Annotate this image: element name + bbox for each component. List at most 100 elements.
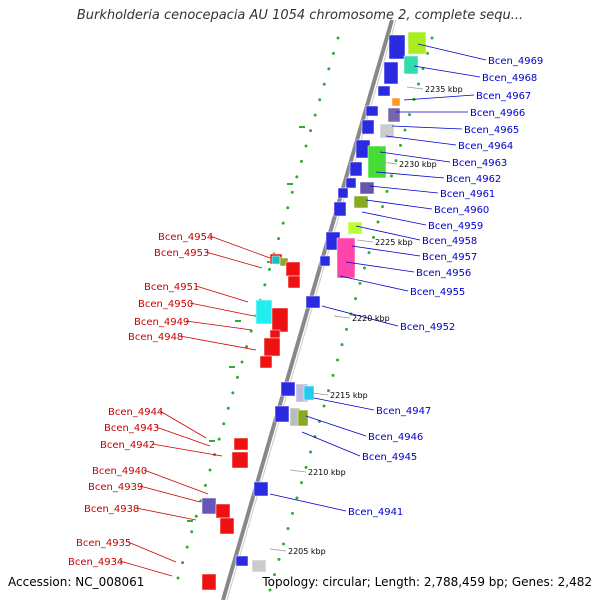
tick-dot-inner	[240, 360, 244, 364]
kbp-label: 2235 kbp	[425, 85, 463, 94]
gene-label-forward: Bcen_4957	[422, 252, 477, 263]
tick-dot-outer	[273, 573, 276, 577]
gene-label-reverse: Bcen_4939	[88, 482, 143, 493]
tick-dot-inner	[199, 499, 203, 503]
tick-dot-inner	[281, 221, 285, 225]
tick-dot-outer	[376, 220, 380, 224]
tick-dot-outer	[417, 82, 420, 86]
gene-label-forward: Bcen_4959	[428, 221, 483, 232]
gene-label-reverse: Bcen_4948	[128, 332, 183, 343]
tick-dot-outer	[277, 557, 281, 561]
leader-reverse	[209, 235, 271, 259]
leader-reverse	[179, 335, 257, 351]
gene-block-reverse-11	[231, 451, 249, 469]
gene-block-1	[407, 31, 427, 55]
gene-label-forward: Bcen_4946	[368, 432, 423, 443]
tick-dot-outer	[408, 113, 411, 117]
leader-reverse	[135, 507, 197, 521]
tick-dot-outer	[358, 281, 362, 285]
gene-block-30	[235, 555, 249, 567]
gene-block-6	[387, 107, 401, 123]
kbp-label: 2220 kbp	[352, 314, 390, 323]
tick-dot-inner	[231, 391, 235, 395]
tick-dot-outer	[322, 404, 326, 408]
gene-block-14	[359, 181, 375, 195]
leader-reverse	[127, 541, 177, 563]
gene-block-5	[391, 97, 401, 107]
gene-label-reverse: Bcen_4940	[92, 466, 147, 477]
tick-dot-inner	[203, 483, 207, 487]
tick-dot-outer	[268, 588, 272, 592]
tick-dot-outer	[291, 511, 294, 515]
gene-block-13	[345, 177, 357, 189]
leader-forward	[375, 171, 445, 179]
leader-forward	[345, 261, 415, 273]
gene-label-reverse: Bcen_4934	[68, 557, 123, 568]
gene-label-forward: Bcen_4956	[416, 268, 471, 279]
leader-reverse	[189, 302, 255, 317]
gene-block-16	[337, 187, 349, 199]
tick-dot-inner	[263, 283, 267, 287]
tick-dot-inner	[290, 190, 294, 194]
tick-dot-inner	[190, 530, 194, 534]
leader-reverse	[151, 443, 223, 457]
kbp-leader	[311, 392, 329, 396]
kbp-leader	[269, 548, 287, 552]
gene-block-28	[297, 409, 309, 427]
gene-label-reverse: Bcen_4953	[154, 248, 209, 259]
leader-forward	[361, 211, 427, 226]
gene-block-0	[388, 34, 406, 60]
gene-block-3	[383, 61, 399, 85]
kbp-leader	[380, 161, 398, 165]
tick-dot-inner	[226, 406, 230, 410]
leader-forward	[305, 415, 367, 437]
leader-forward	[417, 43, 487, 61]
gene-block-reverse-15	[201, 573, 217, 591]
gene-label-forward: Bcen_4967	[476, 91, 531, 102]
gene-label-reverse: Bcen_4938	[84, 504, 139, 515]
gene-block-reverse-3	[285, 261, 301, 277]
gene-block-23	[280, 381, 296, 397]
gene-block-reverse-14	[219, 517, 235, 535]
kbp-label: 2205 kbp	[288, 547, 326, 556]
gene-block-2	[403, 55, 419, 75]
leader-reverse	[159, 410, 207, 439]
tick-dot-inner	[327, 67, 331, 71]
chromosome-backbone	[221, 19, 397, 600]
kbp-label: 2225 kbp	[375, 238, 413, 247]
gene-label-forward: Bcen_4960	[434, 205, 489, 216]
leader-forward	[301, 431, 361, 457]
tick-dot-outer	[340, 343, 344, 347]
tick-dot-inner	[245, 345, 249, 349]
gene-label-forward: Bcen_4955	[410, 287, 465, 298]
gene-block-reverse-4	[287, 275, 301, 289]
tick-dot-inner	[277, 237, 281, 241]
tick-dot-inner	[217, 437, 221, 441]
gene-label-forward: Bcen_4941	[348, 507, 403, 518]
gene-block-reverse-6	[271, 307, 289, 333]
gene-block-11	[367, 145, 387, 179]
leader-forward	[369, 185, 439, 194]
tick-marks	[176, 36, 434, 592]
gene-label-reverse: Bcen_4943	[104, 423, 159, 434]
kbp-leader	[333, 315, 351, 319]
gene-label-forward: Bcen_4958	[422, 236, 477, 247]
leader-forward	[385, 135, 457, 146]
gene-block-20	[336, 237, 356, 279]
gene-label-forward: Bcen_4965	[464, 125, 519, 136]
tick-dot-outer	[354, 297, 357, 301]
gene-label-forward: Bcen_4947	[376, 406, 431, 417]
gene-label-forward: Bcen_4964	[458, 141, 513, 152]
gene-labels: 2235 kbp 2230 kbp 2225 kbp 2220 kbp 2215 kbp…	[68, 56, 543, 568]
gene-block-reverse-12	[201, 497, 217, 515]
gene-block-reverse-5	[255, 299, 273, 325]
leader-forward	[365, 199, 433, 210]
gene-block-reverse-7	[269, 329, 281, 339]
tick-dot-outer	[367, 251, 371, 255]
tick-dot-inner	[299, 159, 303, 163]
leader-forward	[391, 125, 463, 130]
tick-dot-inner	[309, 129, 313, 133]
kbp-label: 2230 kbp	[399, 160, 437, 169]
tick-dot-inner	[295, 175, 299, 179]
